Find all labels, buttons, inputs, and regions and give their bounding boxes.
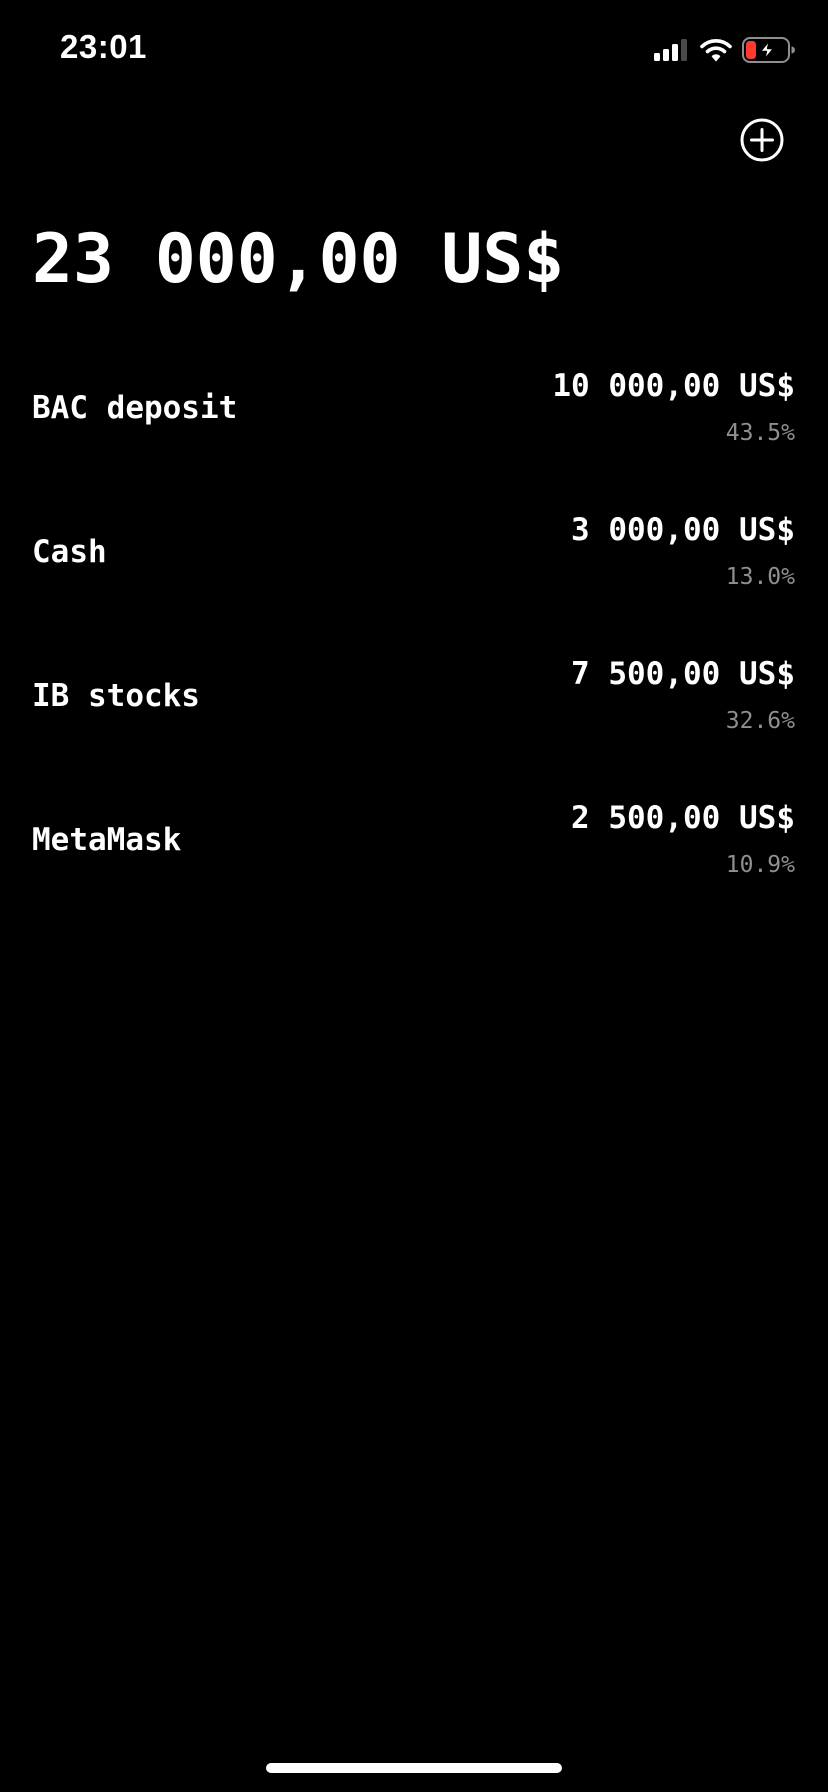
status-bar: 23:01	[0, 0, 828, 100]
account-share-percent: 43.5%	[725, 420, 795, 446]
account-share-percent: 10.9%	[725, 852, 795, 878]
add-account-button[interactable]	[738, 116, 786, 164]
account-share-percent: 13.0%	[725, 564, 795, 590]
battery-charging-icon	[742, 37, 796, 63]
home-indicator[interactable]	[266, 1763, 562, 1773]
account-row-cash[interactable]: Cash 3 000,00 US$ 13.0%	[0, 500, 828, 644]
account-row-ib-stocks[interactable]: IB stocks 7 500,00 US$ 32.6%	[0, 644, 828, 788]
account-row-bac-deposit[interactable]: BAC deposit 10 000,00 US$ 43.5%	[0, 356, 828, 500]
account-amount: 10 000,00 US$	[552, 368, 795, 404]
account-amount: 3 000,00 US$	[571, 512, 795, 548]
plus-circle-icon	[738, 116, 786, 164]
account-name: Cash	[32, 534, 107, 570]
account-name: IB stocks	[32, 678, 200, 714]
account-share-percent: 32.6%	[725, 708, 795, 734]
status-time: 23:01	[60, 28, 147, 65]
account-list: BAC deposit 10 000,00 US$ 43.5% Cash 3 0…	[0, 356, 828, 932]
account-name: BAC deposit	[32, 390, 238, 426]
account-amount: 2 500,00 US$	[571, 800, 795, 836]
account-name: MetaMask	[32, 822, 182, 858]
total-balance: 23 000,00 US$	[32, 220, 565, 299]
account-row-metamask[interactable]: MetaMask 2 500,00 US$ 10.9%	[0, 788, 828, 932]
cellular-signal-icon	[654, 39, 690, 61]
status-icons	[654, 36, 796, 64]
wifi-icon	[700, 38, 732, 62]
account-amount: 7 500,00 US$	[571, 656, 795, 692]
